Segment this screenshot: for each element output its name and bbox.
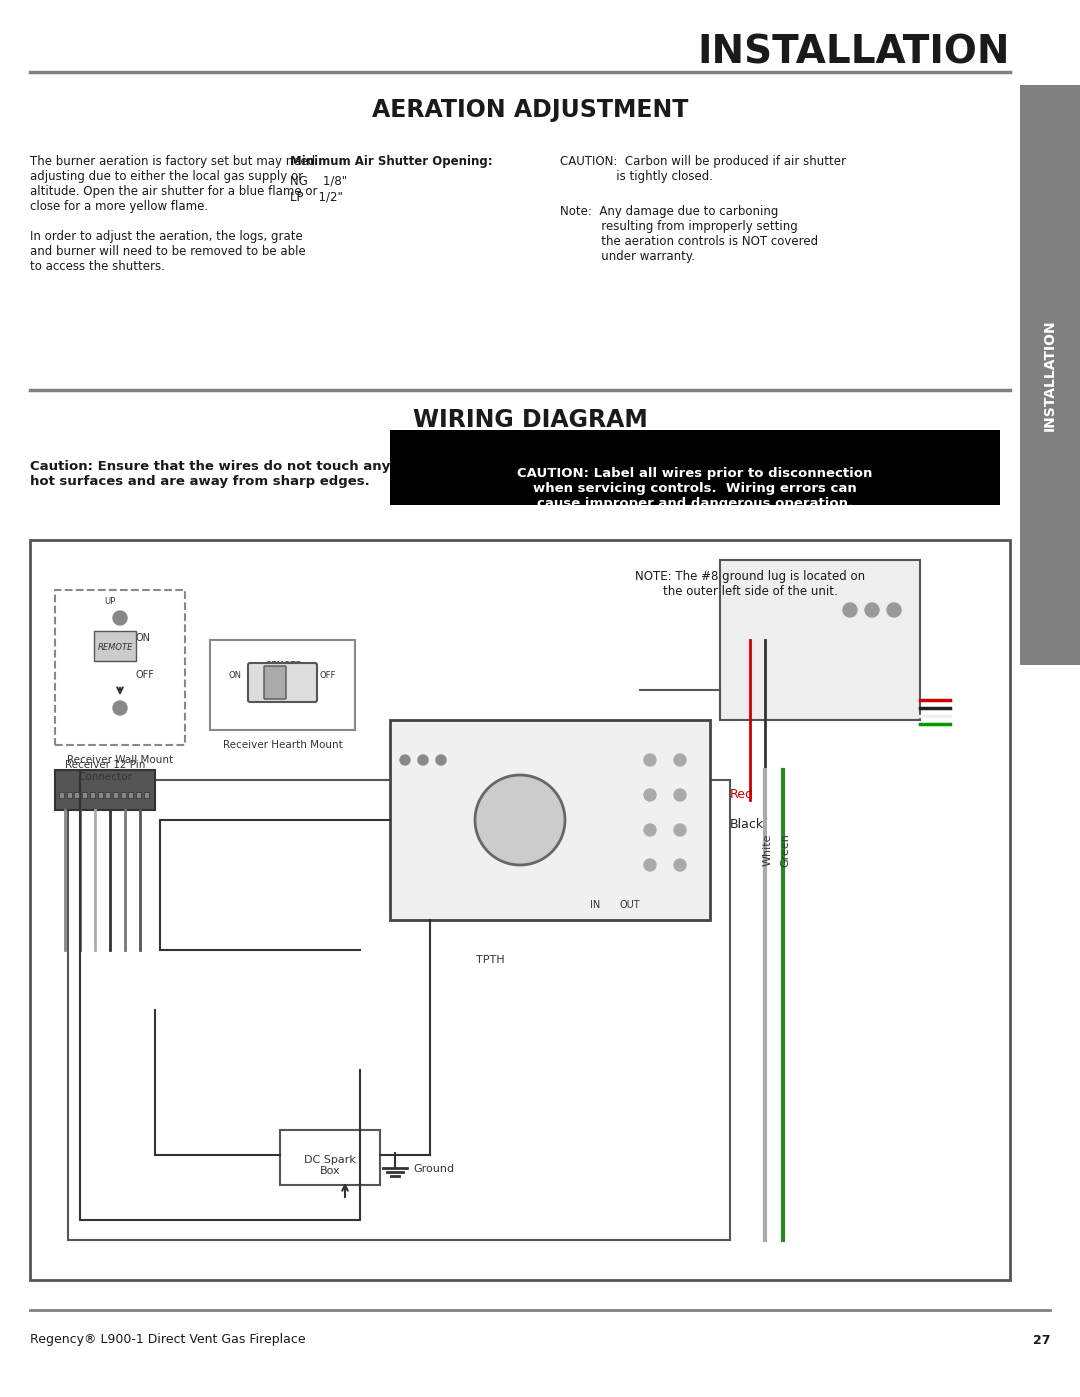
FancyBboxPatch shape [129, 792, 133, 798]
FancyBboxPatch shape [248, 664, 318, 703]
Circle shape [113, 610, 127, 624]
Text: Receiver Wall Mount: Receiver Wall Mount [67, 754, 173, 766]
Circle shape [674, 754, 686, 766]
Text: Ground: Ground [413, 1165, 454, 1175]
FancyBboxPatch shape [280, 1130, 380, 1185]
FancyBboxPatch shape [30, 541, 1010, 1280]
Text: OFF: OFF [320, 671, 336, 679]
Circle shape [418, 754, 428, 766]
Text: DC Spark
Box: DC Spark Box [305, 1155, 356, 1176]
Text: AERATION ADJUSTMENT: AERATION ADJUSTMENT [372, 98, 688, 122]
Circle shape [644, 754, 656, 766]
Text: INSTALLATION: INSTALLATION [698, 34, 1010, 71]
Circle shape [887, 604, 901, 617]
Text: OUT: OUT [620, 900, 640, 909]
FancyBboxPatch shape [136, 792, 141, 798]
Text: White: White [762, 834, 773, 866]
Circle shape [400, 754, 410, 766]
FancyBboxPatch shape [97, 792, 103, 798]
Text: NOTE: The #8 ground lug is located on
the outer left side of the unit.: NOTE: The #8 ground lug is located on th… [635, 570, 865, 598]
Text: Regency® L900-1 Direct Vent Gas Fireplace: Regency® L900-1 Direct Vent Gas Fireplac… [30, 1334, 306, 1347]
Circle shape [674, 859, 686, 870]
Text: Caution: Ensure that the wires do not touch any
hot surfaces and are away from s: Caution: Ensure that the wires do not to… [30, 460, 390, 488]
FancyBboxPatch shape [113, 792, 118, 798]
FancyBboxPatch shape [105, 792, 110, 798]
Text: CAUTION:  Carbon will be produced if air shutter
               is tightly close: CAUTION: Carbon will be produced if air … [561, 155, 846, 183]
FancyBboxPatch shape [55, 770, 156, 810]
Text: TPTH: TPTH [475, 956, 504, 965]
Text: ON: ON [135, 633, 150, 643]
Text: Minimum Air Shutter Opening:: Minimum Air Shutter Opening: [291, 155, 492, 168]
Text: OFF: OFF [135, 671, 153, 680]
Text: REMOTE: REMOTE [266, 661, 300, 669]
Circle shape [475, 775, 565, 865]
Circle shape [644, 789, 656, 800]
Circle shape [865, 604, 879, 617]
Text: Note:  Any damage due to carboning
           resulting from improperly setting
: Note: Any damage due to carboning result… [561, 205, 819, 263]
Text: Green: Green [780, 833, 789, 868]
Text: INSTALLATION: INSTALLATION [1043, 319, 1057, 430]
Text: Red: Red [730, 788, 754, 802]
Text: WIRING DIAGRAM: WIRING DIAGRAM [413, 408, 647, 432]
Circle shape [843, 604, 858, 617]
Text: NG    1/8"
LP    1/2": NG 1/8" LP 1/2" [291, 175, 347, 203]
Text: UP: UP [105, 598, 116, 606]
FancyBboxPatch shape [390, 719, 710, 921]
Text: ON: ON [229, 671, 242, 679]
FancyBboxPatch shape [121, 792, 125, 798]
FancyBboxPatch shape [67, 792, 71, 798]
FancyBboxPatch shape [55, 590, 185, 745]
FancyBboxPatch shape [82, 792, 87, 798]
FancyBboxPatch shape [390, 430, 1000, 504]
Text: Receiver Hearth Mount: Receiver Hearth Mount [222, 740, 342, 750]
Circle shape [644, 824, 656, 835]
Circle shape [674, 824, 686, 835]
FancyBboxPatch shape [75, 792, 80, 798]
Text: Receiver 12 Pin
Connector: Receiver 12 Pin Connector [65, 760, 145, 781]
FancyBboxPatch shape [264, 666, 286, 698]
Circle shape [436, 754, 446, 766]
Text: Black: Black [730, 819, 765, 831]
Text: The burner aeration is factory set but may need
adjusting due to either the loca: The burner aeration is factory set but m… [30, 155, 318, 272]
FancyBboxPatch shape [59, 792, 64, 798]
Text: IN: IN [590, 900, 600, 909]
Text: REMOTE: REMOTE [97, 643, 133, 651]
Text: 27: 27 [1032, 1334, 1050, 1347]
Circle shape [113, 701, 127, 715]
Text: CAUTION: Label all wires prior to disconnection
when servicing controls.  Wiring: CAUTION: Label all wires prior to discon… [517, 467, 873, 510]
FancyBboxPatch shape [144, 792, 149, 798]
FancyBboxPatch shape [1020, 85, 1080, 665]
FancyBboxPatch shape [720, 560, 920, 719]
FancyBboxPatch shape [90, 792, 95, 798]
Circle shape [644, 859, 656, 870]
FancyBboxPatch shape [210, 640, 355, 731]
Circle shape [674, 789, 686, 800]
FancyBboxPatch shape [94, 631, 136, 661]
